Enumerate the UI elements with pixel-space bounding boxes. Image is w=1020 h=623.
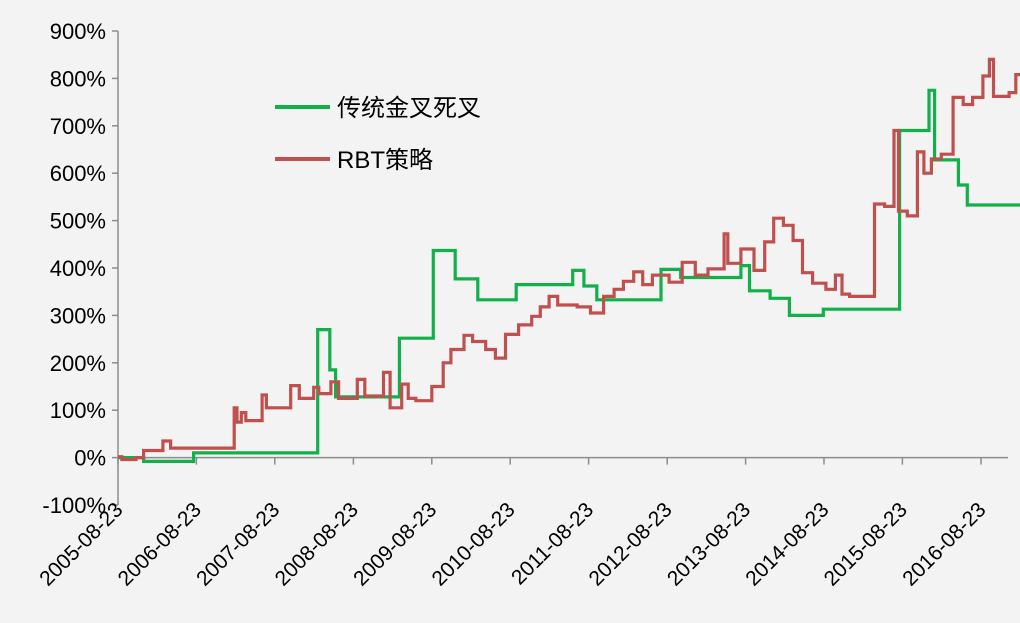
- x-tick-label: 2014-08-23: [741, 498, 833, 590]
- series-line-1: [118, 57, 1020, 462]
- x-tick-label: 2007-08-23: [192, 498, 284, 590]
- x-tick-label: 2008-08-23: [271, 498, 363, 590]
- legend-label-1: RBT策略: [337, 147, 433, 174]
- y-tick-label: 0%: [74, 446, 106, 471]
- x-tick-label: 2015-08-23: [820, 498, 912, 590]
- x-tick-label: 2013-08-23: [663, 498, 755, 590]
- x-tick-label: 2010-08-23: [428, 498, 520, 590]
- y-tick-label: 300%: [50, 303, 106, 328]
- y-tick-label: 600%: [50, 161, 106, 186]
- x-tick-label: 2006-08-23: [114, 498, 206, 590]
- y-tick-label: 700%: [50, 114, 106, 139]
- y-axis-ticks: -100% 0% 100% 200% 300% 400% 500% 600% 700% 800% 9…: [42, 19, 118, 518]
- y-tick-label: 800%: [50, 66, 106, 91]
- series-line-0: [118, 88, 1020, 463]
- y-tick-label: 500%: [50, 209, 106, 234]
- x-tick-label: 2016-08-23: [898, 498, 990, 590]
- y-tick-label: 400%: [50, 256, 106, 281]
- legend-item-1: RBT策略: [275, 147, 433, 174]
- x-tick-label: 2009-08-23: [349, 498, 441, 590]
- x-axis-ticks: 2005-08-232006-08-232007-08-232008-08-23…: [35, 457, 991, 590]
- legend: 传统金叉死叉 RBT策略: [275, 95, 481, 174]
- x-tick-label: 2012-08-23: [585, 498, 677, 590]
- y-tick-label: -100%: [42, 493, 106, 518]
- series-lines: [118, 57, 1020, 463]
- x-tick-label: 2011-08-23: [507, 498, 598, 589]
- legend-label-0: 传统金叉死叉: [337, 95, 481, 122]
- legend-item-0: 传统金叉死叉: [275, 95, 481, 122]
- y-tick-label: 900%: [50, 19, 106, 44]
- y-tick-label: 100%: [50, 398, 106, 423]
- y-tick-label: 200%: [50, 351, 106, 376]
